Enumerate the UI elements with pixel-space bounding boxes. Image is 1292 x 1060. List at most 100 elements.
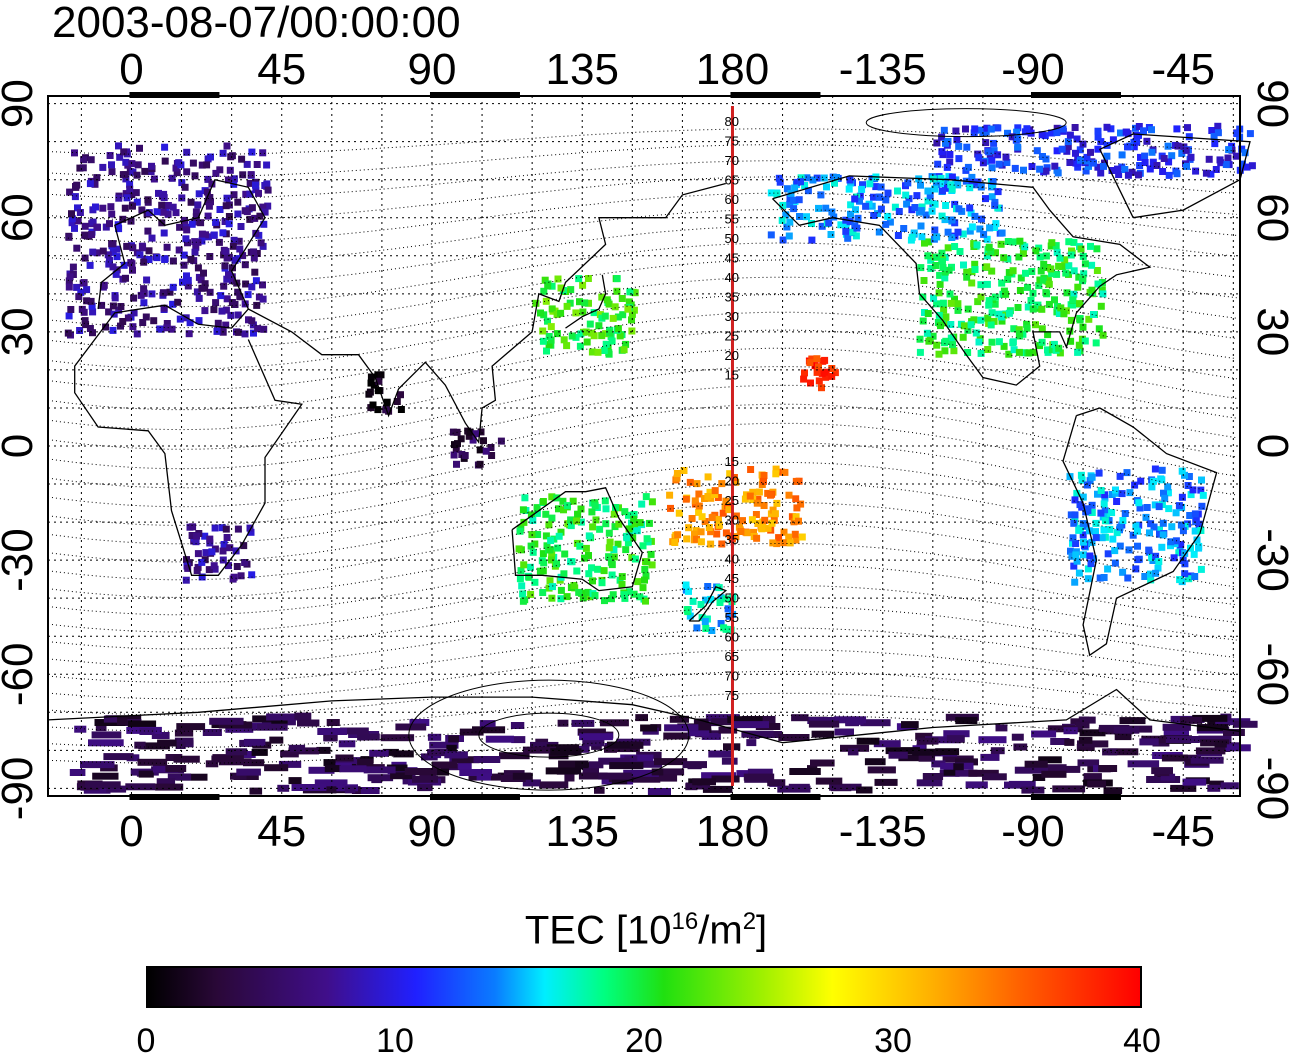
tec-cell xyxy=(1028,268,1036,275)
tec-cell xyxy=(598,757,630,765)
tec-cell xyxy=(1042,252,1050,260)
tec-cell xyxy=(1123,469,1131,477)
tec-cell xyxy=(1159,168,1167,175)
tec-cell xyxy=(828,208,836,216)
tec-cell xyxy=(874,210,881,218)
tec-cell xyxy=(241,261,249,269)
lat-tick-label-right: -60 xyxy=(1248,643,1292,707)
tec-cell xyxy=(820,174,828,182)
tec-cell xyxy=(185,330,193,338)
tec-cell xyxy=(933,300,941,308)
tec-cell xyxy=(874,778,898,786)
tec-cell xyxy=(1178,467,1186,475)
tec-cell xyxy=(1113,498,1121,505)
tec-cell xyxy=(875,193,883,201)
tec-cell xyxy=(1099,513,1107,521)
contour-line xyxy=(47,501,1237,581)
tec-cell xyxy=(789,768,821,775)
tec-cell xyxy=(680,467,688,474)
tec-cell xyxy=(74,217,82,225)
tec-cell xyxy=(616,576,624,584)
tec-cell xyxy=(1079,729,1106,737)
tec-cell xyxy=(253,161,261,168)
tec-cell xyxy=(198,284,206,292)
tec-cell xyxy=(609,591,617,599)
tec-cell xyxy=(74,725,87,733)
tec-cell xyxy=(236,293,244,301)
tec-cell xyxy=(585,299,592,307)
tec-cell xyxy=(621,508,629,516)
tec-cell xyxy=(648,561,656,569)
tec-cell xyxy=(357,733,380,741)
tec-cell xyxy=(743,491,750,499)
tec-cell xyxy=(711,487,719,495)
tec-cell xyxy=(248,283,256,291)
tec-cell xyxy=(797,174,805,182)
tec-cell xyxy=(663,732,691,740)
tec-cell xyxy=(885,747,920,755)
tec-cell xyxy=(858,185,866,193)
tec-cell xyxy=(449,428,457,436)
tec-cell xyxy=(967,209,975,217)
tec-cell xyxy=(798,533,806,541)
tec-cell xyxy=(978,215,985,223)
tec-cell xyxy=(1015,253,1023,261)
tec-cell xyxy=(1040,260,1048,268)
tec-cell xyxy=(581,299,589,307)
tec-cell xyxy=(191,248,199,256)
tec-cell xyxy=(651,768,664,776)
tec-cell xyxy=(813,174,821,182)
tec-cell xyxy=(1147,576,1155,584)
tec-cell xyxy=(546,577,554,585)
contour-line xyxy=(47,347,1237,431)
tec-cell xyxy=(941,268,949,276)
tec-cell xyxy=(922,211,930,219)
tec-cell xyxy=(576,342,584,350)
tec-cell xyxy=(1066,327,1074,335)
tec-cell xyxy=(854,214,862,222)
tec-cell xyxy=(1139,738,1159,746)
tec-cell xyxy=(697,528,705,536)
tec-cell xyxy=(124,314,132,322)
tec-cell xyxy=(1207,170,1215,178)
tec-cell xyxy=(465,432,473,440)
tec-cell xyxy=(563,302,571,310)
tec-cell xyxy=(1078,736,1093,744)
tec-cell xyxy=(818,222,826,230)
tec-cell xyxy=(767,189,775,197)
tec-cell xyxy=(557,719,569,727)
tec-cell xyxy=(1153,162,1161,169)
tec-cell xyxy=(985,148,993,156)
tec-cell xyxy=(588,348,596,356)
tec-cell xyxy=(1158,543,1166,551)
tec-cell xyxy=(1044,346,1051,354)
tec-cell xyxy=(1185,133,1193,141)
tec-cell xyxy=(983,280,991,288)
tec-cell xyxy=(1118,490,1126,498)
tec-region-hawaii xyxy=(800,355,839,392)
tec-cell xyxy=(288,777,302,785)
tec-cell xyxy=(1241,149,1249,157)
tec-cell xyxy=(87,156,95,164)
tec-cell xyxy=(1101,507,1109,515)
tec-cell xyxy=(366,388,374,396)
tec-cell xyxy=(485,735,514,743)
contour-line xyxy=(47,311,1237,391)
tec-cell xyxy=(166,288,174,296)
tec-cell xyxy=(109,263,117,271)
tec-cell xyxy=(1042,167,1050,175)
tec-cell xyxy=(104,251,112,259)
tec-cell xyxy=(600,347,608,354)
frame-tick-bar xyxy=(429,92,520,98)
lat-tick-label-left: 0 xyxy=(0,434,42,458)
tec-cell xyxy=(220,541,228,548)
tec-cell xyxy=(1055,262,1063,270)
tec-cell xyxy=(1214,740,1227,748)
tec-cell xyxy=(1243,163,1251,171)
tec-cell xyxy=(624,539,632,547)
tec-cell xyxy=(247,171,255,179)
tec-cell xyxy=(919,317,927,325)
tec-cell xyxy=(955,155,963,163)
tec-cell xyxy=(1174,142,1182,150)
tec-cell xyxy=(191,238,199,246)
